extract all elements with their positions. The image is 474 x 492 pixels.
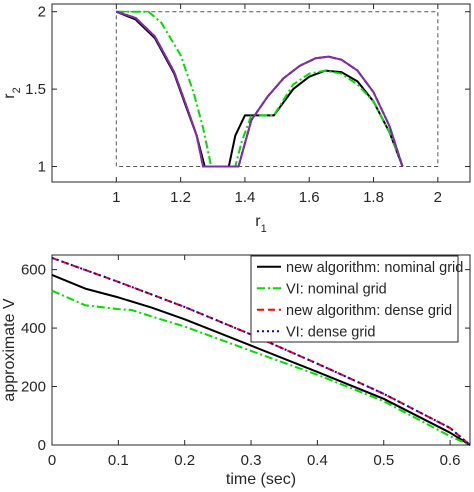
bottom-chart: 0 0.1 0.2 0.3 0.4 0.5 0.6 0 200 400 600 time (sec) a…: [1, 254, 471, 488]
axes-box: [51, 3, 471, 183]
y-tick-label: 200: [21, 379, 46, 396]
y-tick-label: 600: [21, 262, 46, 279]
x-axis-title: r1: [255, 213, 266, 235]
x-tick-label: 1.4: [234, 189, 255, 206]
x-tick-label: 1.8: [363, 189, 384, 206]
y-axis-title: approximate V: [1, 298, 18, 401]
x-tick-label: 2: [434, 189, 442, 206]
series-line-1: [51, 273, 471, 446]
y-tick-label: 0: [38, 437, 46, 454]
x-tick-label: 0.3: [241, 452, 262, 469]
series-line-4: [51, 256, 471, 446]
y-tick-label: 1.5: [25, 81, 46, 98]
x-tick-label: 0.1: [108, 452, 129, 469]
y-tick-label: 1: [38, 159, 46, 176]
legend-label: new algorithm: dense grid: [286, 303, 452, 319]
y-axis-title: r2: [1, 87, 23, 98]
x-tick-label: 1: [112, 189, 120, 206]
x-tick-label: 1.2: [170, 189, 191, 206]
x-axis-title: time (sec): [226, 471, 296, 488]
series-line-4: [115, 10, 404, 168]
x-tick-label: 0.4: [307, 452, 328, 469]
legend-label: VI: dense grid: [286, 324, 375, 340]
legend: new algorithm: nominal grid VI: nominal g…: [250, 255, 463, 343]
y-tick-label: 2: [38, 4, 46, 21]
series-line-2: [116, 10, 404, 168]
x-tick-label: 0: [48, 452, 56, 469]
x-tick-label: 0.6: [440, 452, 461, 469]
series-line-3: [115, 10, 404, 168]
axes-box: [51, 254, 471, 446]
x-tick-label: 0.5: [373, 452, 394, 469]
y-tick-label: 400: [21, 320, 46, 337]
legend-label: VI: nominal grid: [286, 281, 387, 297]
series-line-1: [115, 10, 404, 168]
series-line-5: [115, 10, 404, 168]
reference-box: [115, 11, 439, 168]
legend-box: [250, 255, 459, 343]
top-chart: 1 1.2 1.4 1.6 1.8 2 1 1.5 2 r1 r2: [1, 3, 471, 235]
legend-label: new algorithm: nominal grid: [286, 260, 463, 276]
x-tick-label: 0.2: [174, 452, 195, 469]
x-tick-label: 1.6: [299, 189, 320, 206]
